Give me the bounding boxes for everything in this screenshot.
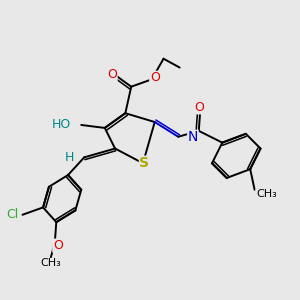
Text: CH₃: CH₃ xyxy=(256,189,277,199)
Text: HO: HO xyxy=(52,118,71,131)
Text: N: N xyxy=(188,130,198,144)
Text: Cl: Cl xyxy=(6,208,18,221)
Text: H: H xyxy=(65,151,74,164)
Text: O: O xyxy=(150,71,160,84)
Text: S: S xyxy=(140,156,149,170)
Text: O: O xyxy=(107,68,117,81)
Text: O: O xyxy=(53,239,63,252)
Text: O: O xyxy=(194,101,204,114)
Text: CH₃: CH₃ xyxy=(40,258,61,268)
